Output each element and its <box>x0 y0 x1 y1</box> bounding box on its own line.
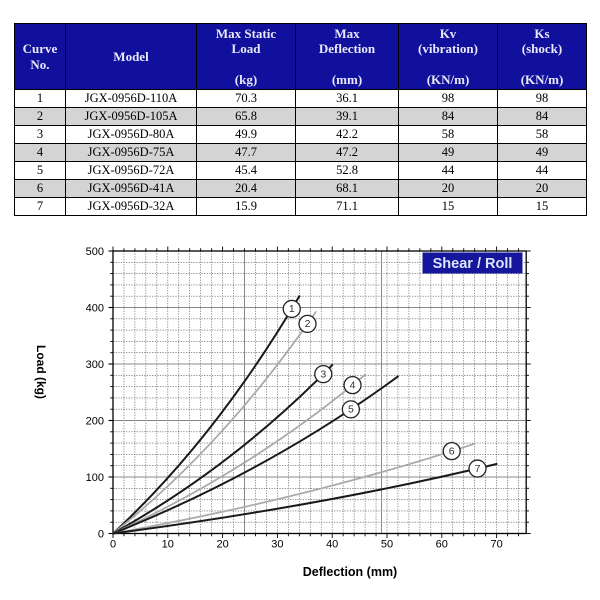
svg-text:Shear / Roll: Shear / Roll <box>433 256 513 272</box>
svg-text:50: 50 <box>381 539 393 551</box>
svg-text:4: 4 <box>350 379 356 391</box>
svg-text:3: 3 <box>320 368 326 380</box>
svg-text:2: 2 <box>305 318 311 330</box>
svg-text:40: 40 <box>326 539 338 551</box>
svg-text:5: 5 <box>348 404 354 416</box>
svg-text:0: 0 <box>98 529 104 541</box>
svg-text:200: 200 <box>86 416 104 428</box>
svg-text:1: 1 <box>289 303 295 315</box>
svg-text:60: 60 <box>436 539 448 551</box>
svg-text:10: 10 <box>162 539 174 551</box>
svg-text:100: 100 <box>86 472 104 484</box>
svg-text:70: 70 <box>490 539 502 551</box>
svg-text:400: 400 <box>86 303 104 315</box>
svg-text:500: 500 <box>86 246 104 258</box>
svg-text:300: 300 <box>86 359 104 371</box>
svg-text:0: 0 <box>110 539 116 551</box>
svg-text:30: 30 <box>271 539 283 551</box>
svg-text:20: 20 <box>216 539 228 551</box>
svg-text:7: 7 <box>475 463 481 475</box>
svg-text:6: 6 <box>449 445 455 457</box>
